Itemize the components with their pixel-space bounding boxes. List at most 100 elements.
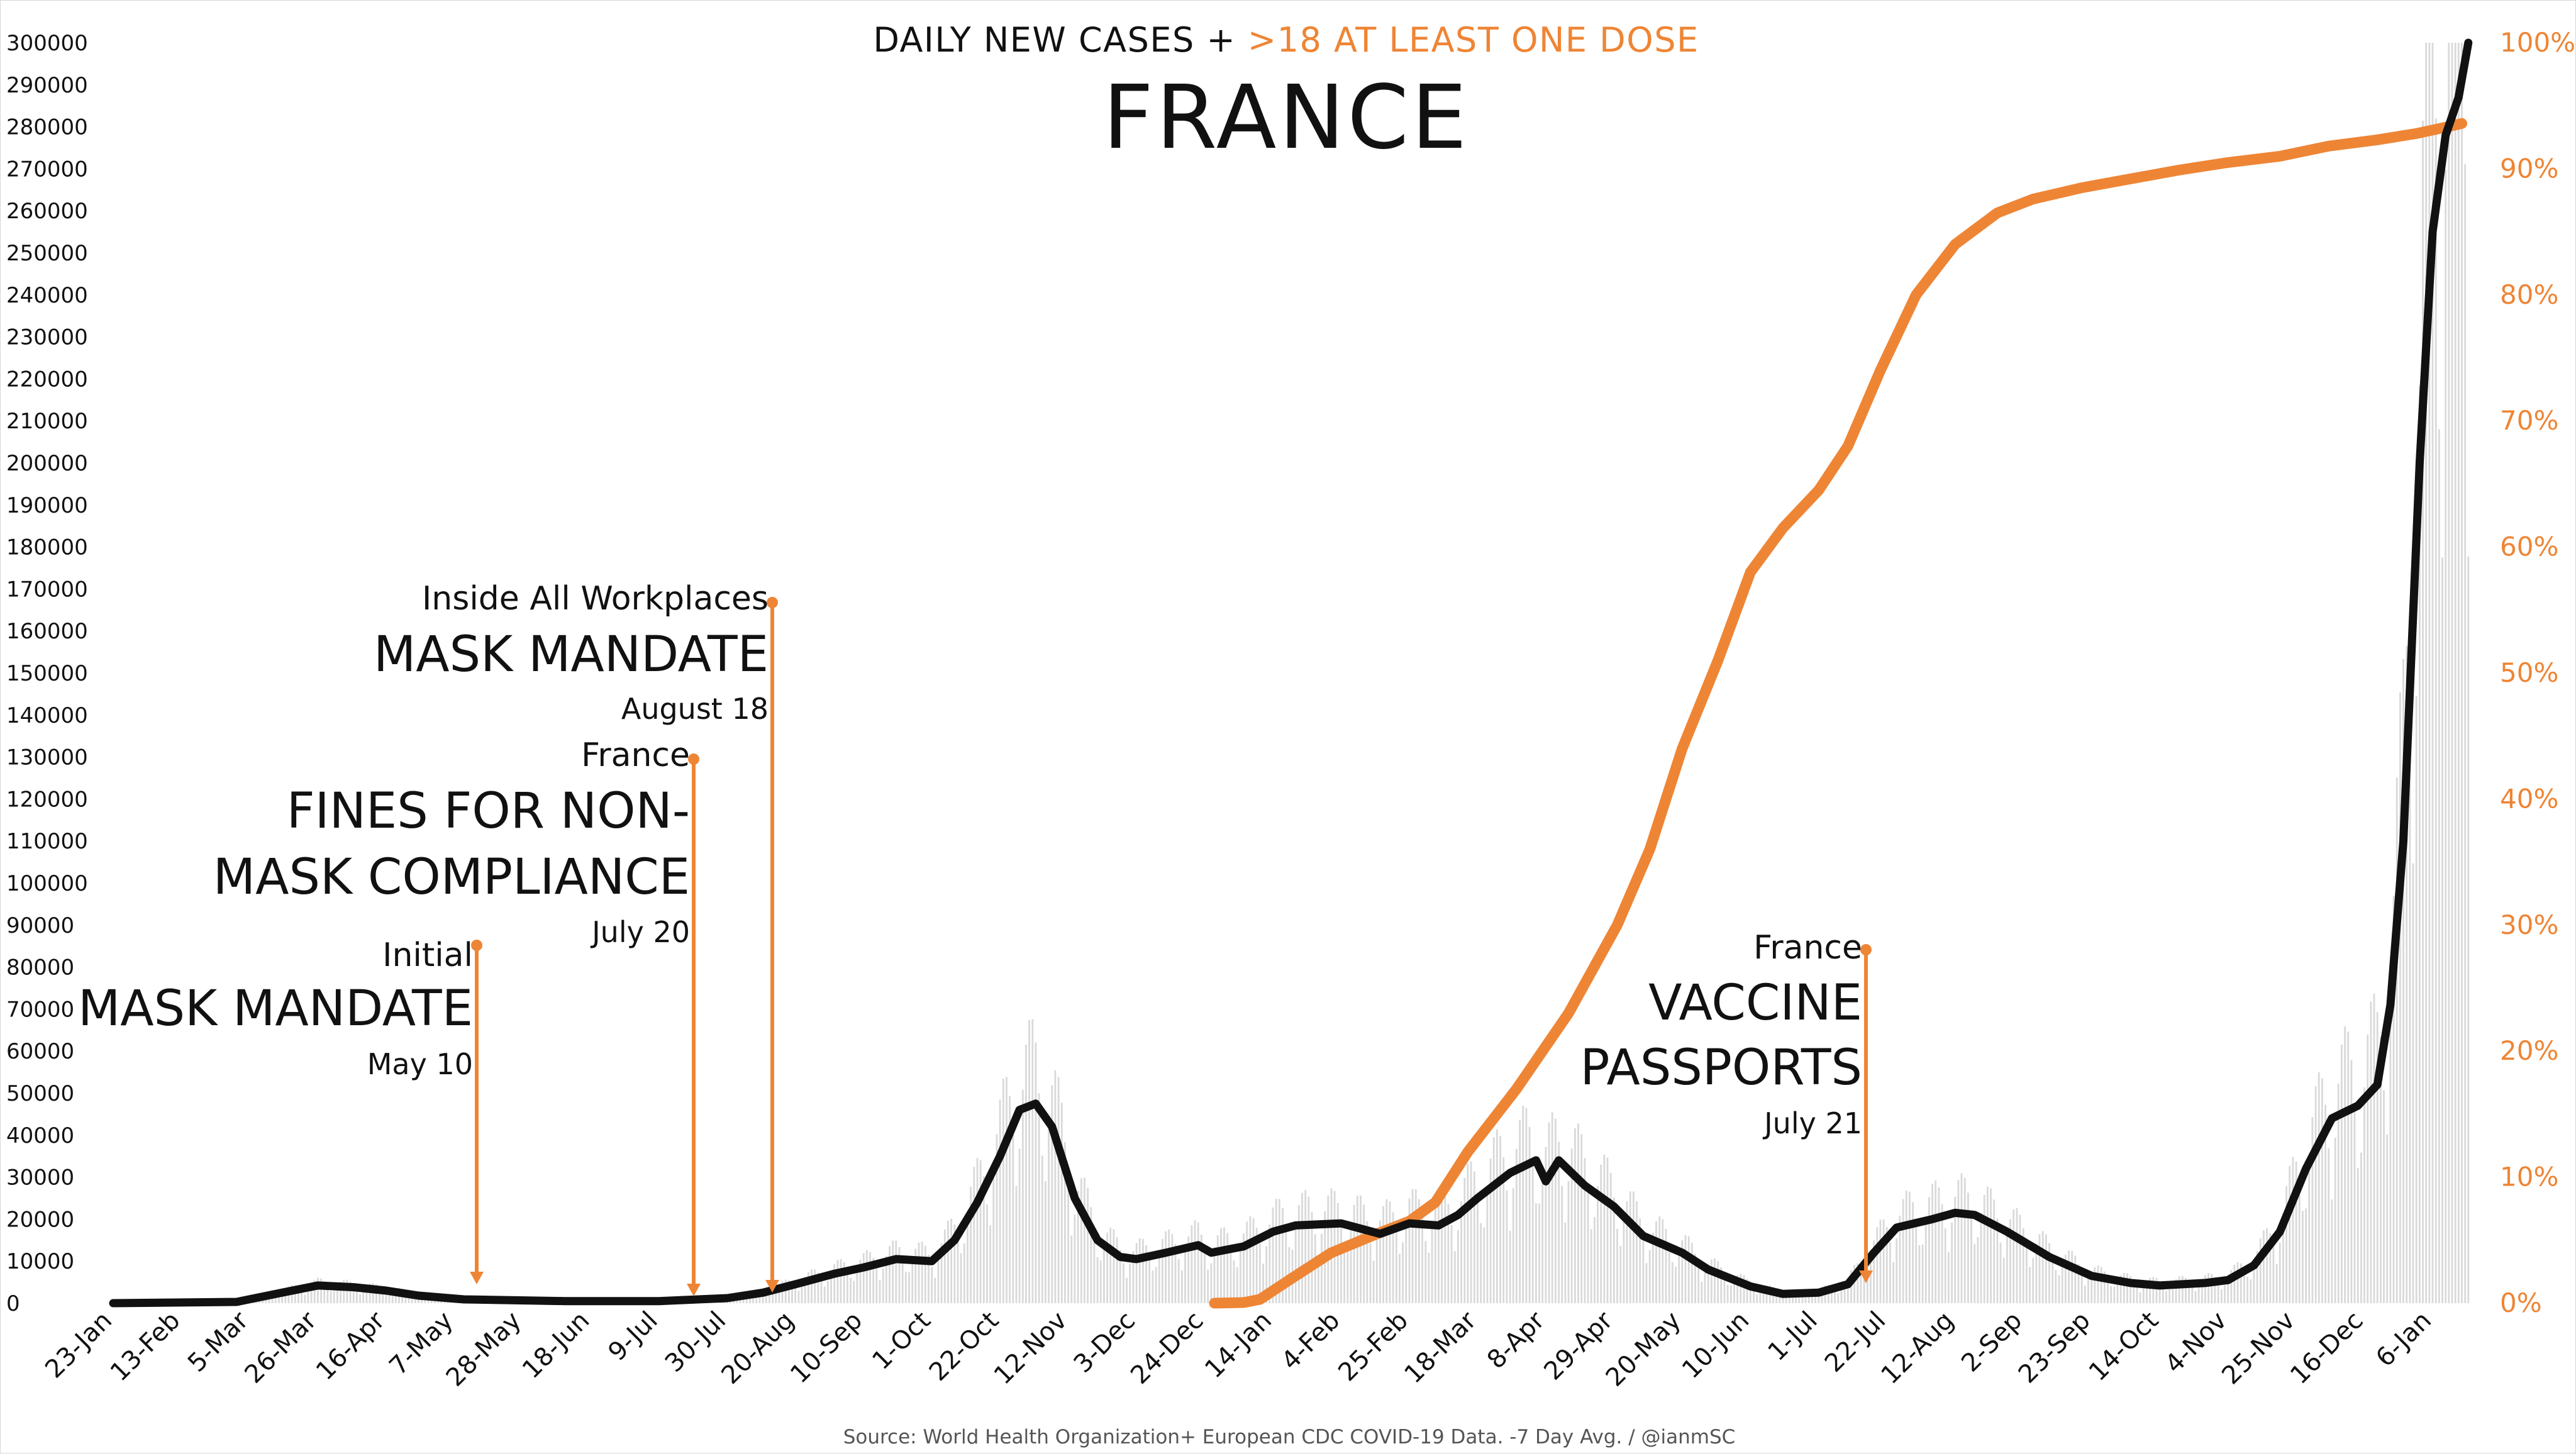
daily-case-bar bbox=[2055, 1270, 2057, 1303]
daily-case-bar bbox=[1902, 1199, 1904, 1303]
daily-case-bar bbox=[1119, 1250, 1121, 1303]
daily-case-bar bbox=[2116, 1280, 2119, 1303]
daily-case-bar bbox=[1636, 1201, 1638, 1303]
daily-case-bar bbox=[850, 1277, 852, 1303]
daily-case-bar bbox=[310, 1284, 313, 1303]
y-left-tick-label: 40000 bbox=[6, 1123, 74, 1148]
daily-case-bar bbox=[2123, 1272, 2125, 1303]
y-right-tick-label: 80% bbox=[2500, 279, 2558, 310]
daily-case-bar bbox=[830, 1272, 832, 1303]
daily-case-bar bbox=[2146, 1281, 2148, 1303]
daily-case-bar bbox=[1187, 1236, 1190, 1303]
daily-case-bar bbox=[1096, 1257, 1099, 1303]
daily-case-bar bbox=[2438, 429, 2440, 1303]
daily-case-bar bbox=[862, 1253, 865, 1303]
daily-case-bar bbox=[1687, 1236, 1690, 1303]
daily-case-bar bbox=[2045, 1234, 2047, 1303]
daily-case-bar bbox=[895, 1240, 897, 1303]
daily-case-bar bbox=[2110, 1286, 2112, 1303]
daily-case-bar bbox=[2142, 1286, 2145, 1303]
daily-case-bar bbox=[1918, 1245, 1921, 1303]
daily-case-bar bbox=[823, 1286, 826, 1303]
daily-case-bar bbox=[343, 1279, 345, 1303]
daily-case-bar bbox=[1246, 1221, 1248, 1303]
daily-case-bar bbox=[2032, 1258, 2035, 1303]
daily-case-bar bbox=[326, 1286, 329, 1303]
daily-case-bar bbox=[836, 1260, 839, 1303]
daily-case-bar bbox=[1191, 1225, 1193, 1303]
daily-case-bar bbox=[1389, 1201, 1391, 1303]
daily-case-bar bbox=[2227, 1277, 2229, 1303]
daily-case-bar bbox=[2009, 1219, 2011, 1303]
annotation-top-text: France bbox=[581, 736, 690, 774]
y-left-tick-label: 120000 bbox=[6, 787, 88, 812]
daily-case-bar bbox=[1577, 1123, 1579, 1303]
daily-case-bar bbox=[1171, 1233, 1174, 1303]
daily-case-bar bbox=[1031, 1019, 1034, 1303]
daily-case-bar bbox=[2168, 1289, 2170, 1303]
daily-case-bar bbox=[2068, 1250, 2070, 1303]
daily-case-bar bbox=[2201, 1279, 2203, 1303]
daily-case-bar bbox=[1616, 1228, 1618, 1303]
daily-case-bar bbox=[904, 1271, 907, 1303]
daily-case-bar bbox=[2220, 1289, 2223, 1303]
daily-case-bar bbox=[2211, 1274, 2213, 1303]
daily-case-bar bbox=[2386, 1134, 2389, 1303]
daily-case-bar bbox=[1350, 1222, 1352, 1303]
daily-case-bar bbox=[1555, 1118, 1557, 1303]
daily-case-bar bbox=[1385, 1199, 1388, 1303]
y-left-tick-label: 220000 bbox=[6, 367, 88, 392]
daily-case-bar bbox=[1372, 1260, 1375, 1303]
daily-case-bar bbox=[2353, 1108, 2356, 1303]
daily-case-bar bbox=[1106, 1232, 1108, 1303]
daily-case-bar bbox=[856, 1269, 858, 1303]
daily-case-bar bbox=[1720, 1267, 1723, 1303]
daily-case-bar bbox=[1987, 1186, 1989, 1303]
daily-case-bar bbox=[1418, 1199, 1420, 1303]
daily-case-bar bbox=[320, 1278, 322, 1303]
daily-case-bar bbox=[1587, 1191, 1589, 1303]
daily-case-bar bbox=[1980, 1213, 1982, 1303]
daily-case-bar bbox=[352, 1285, 355, 1303]
daily-case-bar bbox=[1701, 1282, 1703, 1303]
daily-case-bar bbox=[359, 1294, 361, 1303]
daily-case-bar bbox=[2097, 1265, 2099, 1303]
daily-case-bar bbox=[1496, 1129, 1498, 1303]
daily-case-bar bbox=[2419, 385, 2421, 1303]
daily-case-bar bbox=[1366, 1221, 1368, 1303]
daily-case-bar bbox=[1905, 1191, 1907, 1303]
daily-case-bar bbox=[1467, 1164, 1469, 1303]
daily-case-bar bbox=[1142, 1239, 1144, 1303]
daily-case-bar bbox=[1574, 1128, 1576, 1303]
daily-case-bar bbox=[336, 1286, 338, 1303]
daily-case-bar bbox=[918, 1242, 920, 1303]
daily-case-bar bbox=[356, 1290, 358, 1303]
daily-case-bar bbox=[1590, 1229, 1592, 1303]
daily-case-bar bbox=[2158, 1281, 2161, 1303]
daily-case-bar bbox=[1018, 1148, 1021, 1303]
daily-case-bar bbox=[2279, 1243, 2281, 1303]
daily-case-bar bbox=[1317, 1259, 1319, 1303]
daily-case-bar bbox=[847, 1269, 848, 1303]
daily-case-bar bbox=[1093, 1231, 1096, 1303]
daily-case-bar bbox=[2269, 1233, 2272, 1303]
daily-case-bar bbox=[1879, 1220, 1882, 1303]
annotations-layer: Initial MASK MANDATE May 10 France FINES FOR… bbox=[78, 580, 1873, 1296]
daily-case-bar bbox=[1941, 1204, 1943, 1303]
daily-case-bar bbox=[1269, 1224, 1271, 1303]
daily-case-bar bbox=[349, 1281, 352, 1303]
daily-case-bar bbox=[1935, 1180, 1937, 1303]
daily-case-bar bbox=[1116, 1237, 1118, 1303]
daily-case-bar bbox=[986, 1204, 988, 1303]
y-right-tick-label: 30% bbox=[2500, 909, 2558, 940]
daily-case-bar bbox=[2165, 1291, 2167, 1303]
y-right-tick-label: 0% bbox=[2500, 1287, 2542, 1318]
daily-case-bar bbox=[1240, 1248, 1241, 1303]
daily-case-bar bbox=[2084, 1286, 2086, 1303]
daily-case-bar bbox=[1021, 1089, 1024, 1303]
daily-case-bar bbox=[1087, 1187, 1089, 1303]
daily-case-bar bbox=[1168, 1229, 1170, 1303]
daily-case-bar bbox=[814, 1269, 816, 1303]
daily-case-bar bbox=[1477, 1192, 1479, 1303]
